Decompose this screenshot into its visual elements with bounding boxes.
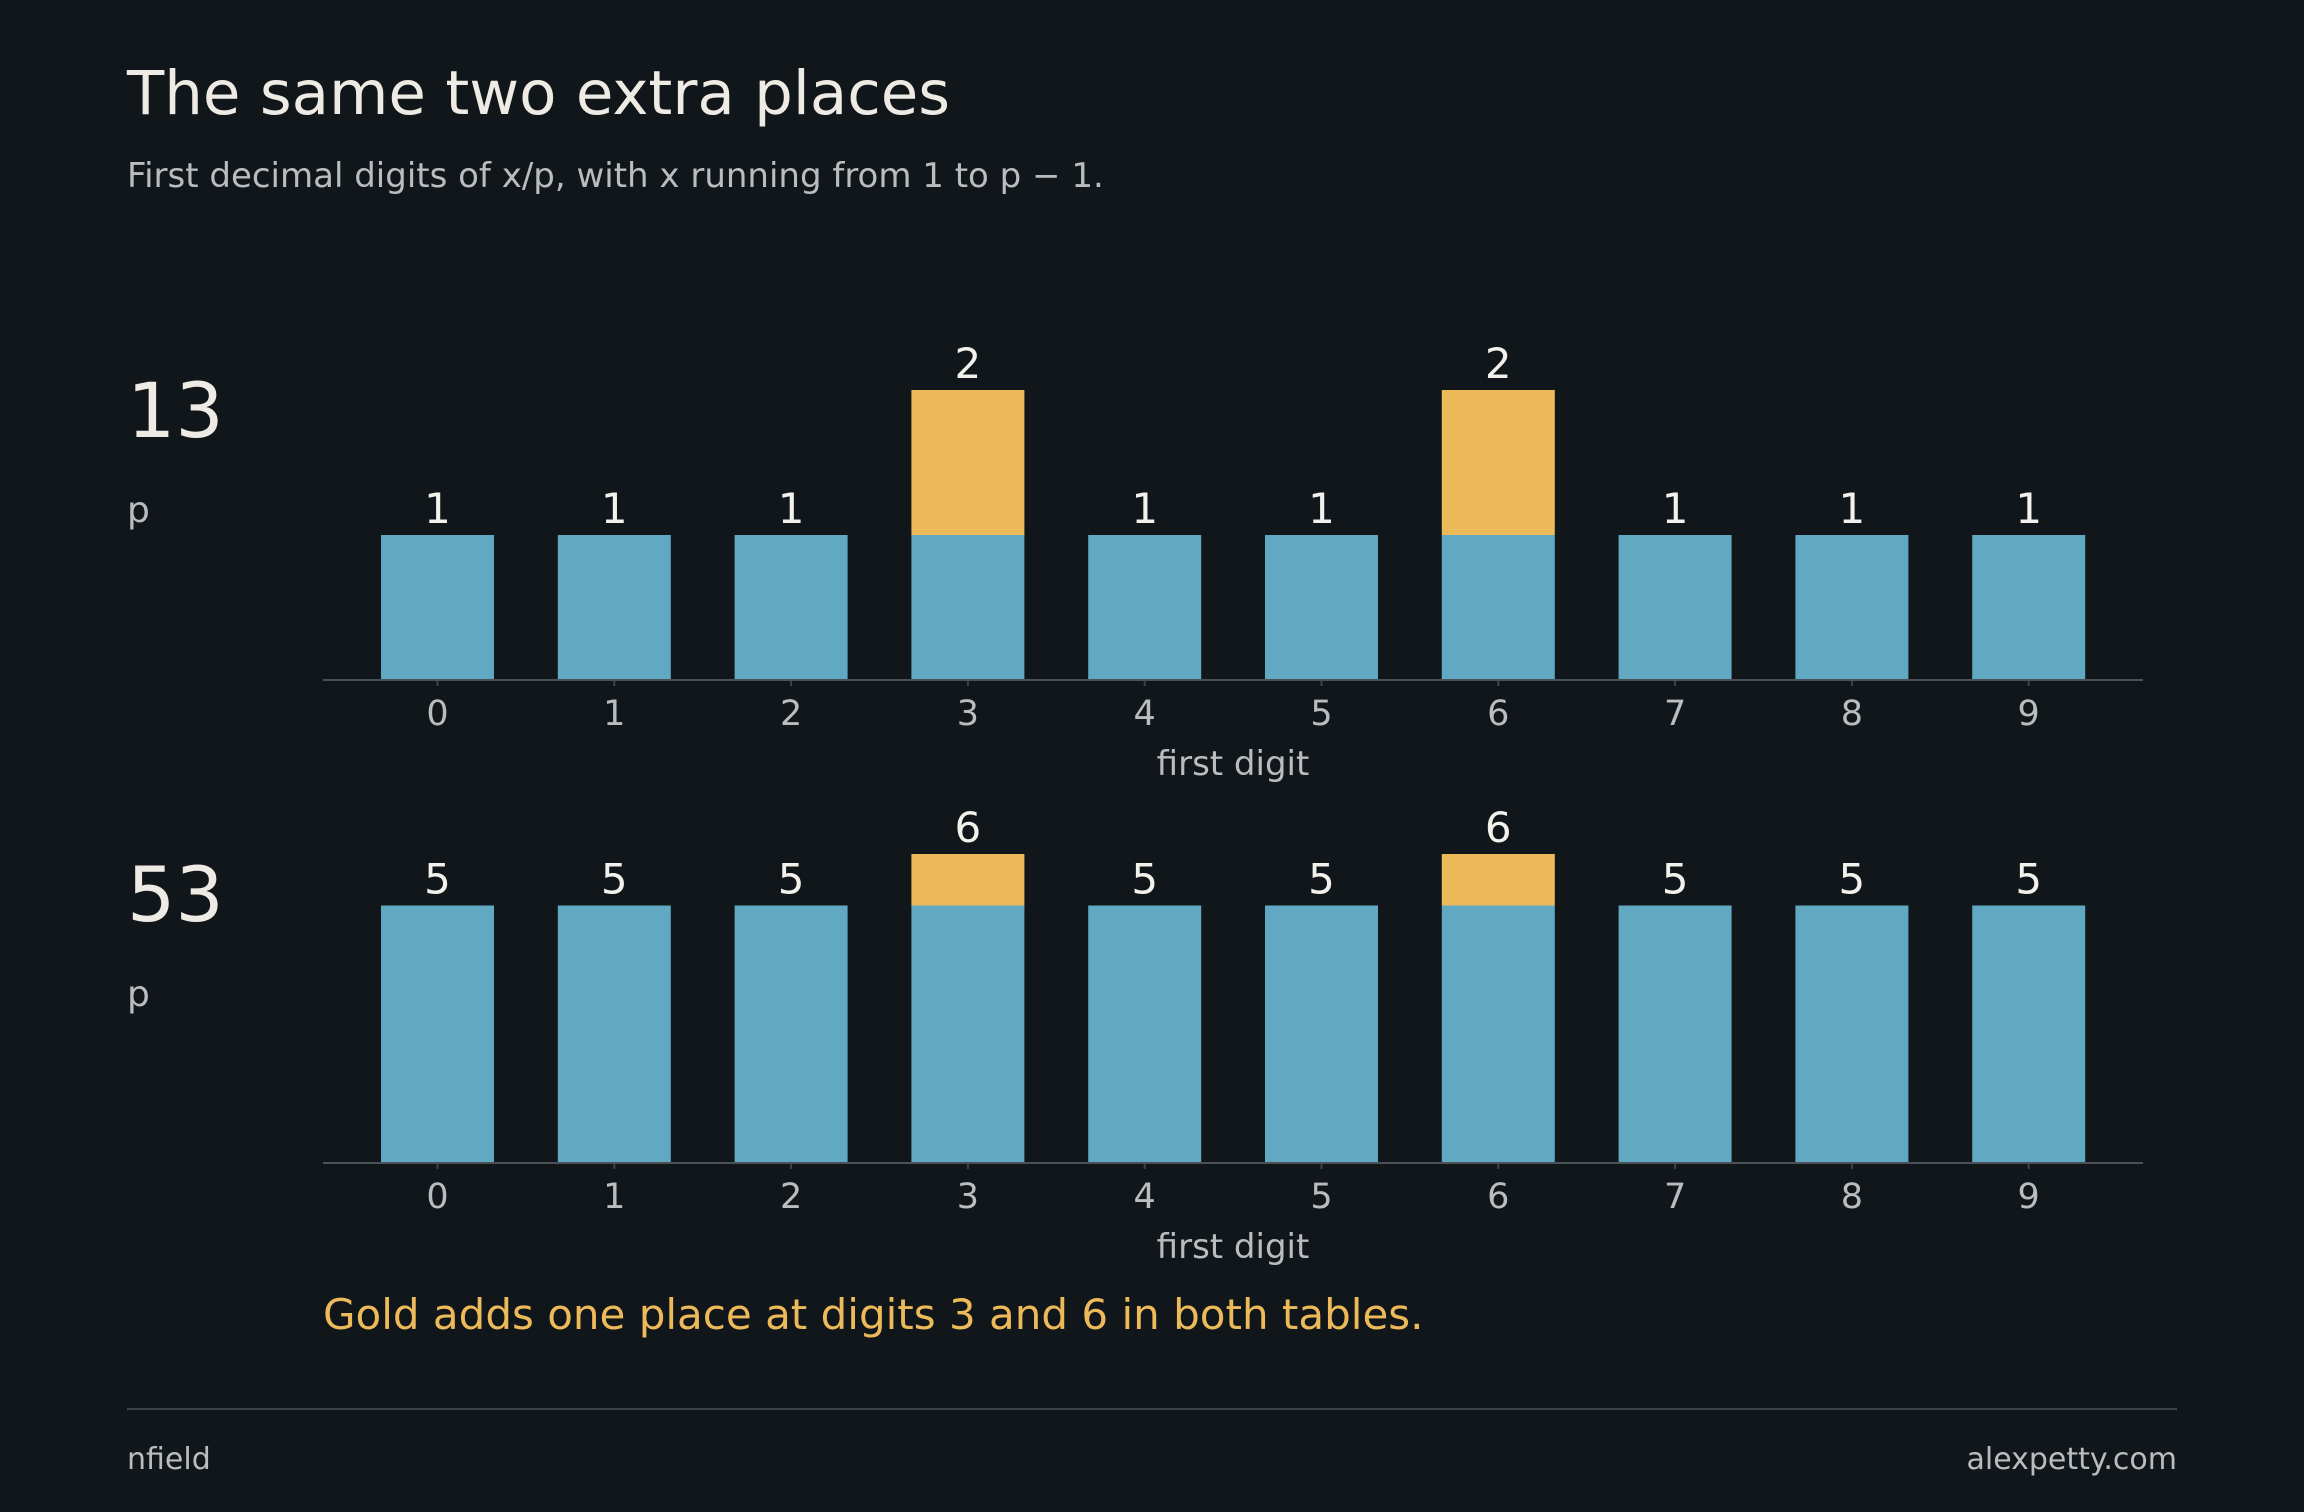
- x-tick-label: 4: [1134, 694, 1156, 734]
- bar-value-label: 6: [955, 803, 982, 852]
- bar-value-label: 5: [2015, 855, 2042, 904]
- x-tick-label: 0: [426, 1177, 448, 1217]
- footer-left-text: nfield: [127, 1442, 211, 1477]
- bar-extra: [911, 390, 1025, 535]
- x-tick-label: 4: [1134, 1177, 1156, 1217]
- chart-panel-p13: 13 p 1 0 1 1 1 2 2 3 1 4 1 5 2 6 1 7 1 8 1 9 first digit: [127, 339, 2143, 784]
- bar-base: [1265, 905, 1378, 1163]
- bar-extra: [1441, 854, 1555, 906]
- chart-subtitle: First decimal digits of x/p, with x runn…: [127, 156, 1104, 196]
- chart-panel-p53: 53 p 5 0 5 1 5 2 6 3 5 4 5 5 6 6 5 7 5 8 5 9 first digit: [127, 803, 2143, 1267]
- x-tick-label: 5: [1310, 1177, 1332, 1217]
- x-axis-label: first digit: [1157, 1227, 1310, 1267]
- bar-value-label: 6: [1485, 803, 1512, 852]
- x-tick-label: 3: [957, 694, 979, 734]
- x-tick-label: 2: [780, 694, 802, 734]
- bar-base: [1972, 905, 2086, 1163]
- bar-value-label: 5: [424, 855, 451, 904]
- bar-base: [381, 905, 494, 1163]
- x-tick-label: 0: [426, 694, 448, 734]
- x-tick-label: 7: [1664, 1177, 1686, 1217]
- p-label: p: [127, 490, 150, 531]
- bar-value-label: 5: [601, 855, 628, 904]
- bar-base: [734, 905, 848, 1163]
- p-value: 13: [127, 366, 224, 455]
- bar-value-label: 1: [2015, 484, 2042, 533]
- chart-annotation: Gold adds one place at digits 3 and 6 in…: [323, 1290, 1424, 1339]
- bar-base: [1265, 535, 1378, 680]
- x-tick-label: 6: [1487, 1177, 1509, 1217]
- bar-base: [911, 535, 1025, 680]
- x-tick-label: 1: [603, 694, 625, 734]
- x-tick-label: 8: [1841, 1177, 1863, 1217]
- x-tick-label: 2: [780, 1177, 802, 1217]
- bar-base: [1441, 535, 1555, 680]
- bar-value-label: 1: [424, 484, 451, 533]
- bar-value-label: 1: [1662, 484, 1689, 533]
- bar-base: [1088, 535, 1202, 680]
- bar-base: [1795, 535, 1909, 680]
- p-value: 53: [127, 850, 224, 939]
- bar-base: [1618, 905, 1732, 1163]
- x-tick-label: 8: [1841, 694, 1863, 734]
- bar-value-label: 1: [601, 484, 628, 533]
- x-tick-label: 5: [1310, 694, 1332, 734]
- bar-base: [381, 535, 494, 680]
- bar-value-label: 1: [1308, 484, 1335, 533]
- bar-base: [1972, 535, 2086, 680]
- x-tick-label: 9: [2018, 694, 2040, 734]
- bar-value-label: 5: [1662, 855, 1689, 904]
- bar-value-label: 5: [778, 855, 805, 904]
- x-tick-label: 7: [1664, 694, 1686, 734]
- x-tick-label: 9: [2018, 1177, 2040, 1217]
- x-tick-label: 3: [957, 1177, 979, 1217]
- bar-value-label: 5: [1839, 855, 1866, 904]
- bar-extra: [911, 854, 1025, 906]
- bar-value-label: 2: [955, 339, 982, 388]
- p-label: p: [127, 974, 150, 1015]
- bar-base: [1441, 905, 1555, 1163]
- bar-value-label: 2: [1485, 339, 1512, 388]
- bar-base: [911, 905, 1025, 1163]
- bar-base: [1795, 905, 1909, 1163]
- footer-divider: [127, 1408, 2177, 1410]
- bar-base: [734, 535, 848, 680]
- bar-base: [557, 535, 671, 680]
- bar-base: [1618, 535, 1732, 680]
- bar-value-label: 5: [1308, 855, 1335, 904]
- bar-value-label: 1: [1839, 484, 1866, 533]
- bar-base: [557, 905, 671, 1163]
- bar-extra: [1441, 390, 1555, 535]
- bar-base: [1088, 905, 1202, 1163]
- bar-value-label: 1: [778, 484, 805, 533]
- bar-value-label: 5: [1131, 855, 1158, 904]
- footer-right-link[interactable]: alexpetty.com: [1966, 1442, 2177, 1477]
- x-tick-label: 6: [1487, 694, 1509, 734]
- bar-value-label: 1: [1131, 484, 1158, 533]
- chart-title: The same two extra places: [127, 58, 951, 129]
- x-axis-label: first digit: [1157, 744, 1310, 784]
- x-tick-label: 1: [603, 1177, 625, 1217]
